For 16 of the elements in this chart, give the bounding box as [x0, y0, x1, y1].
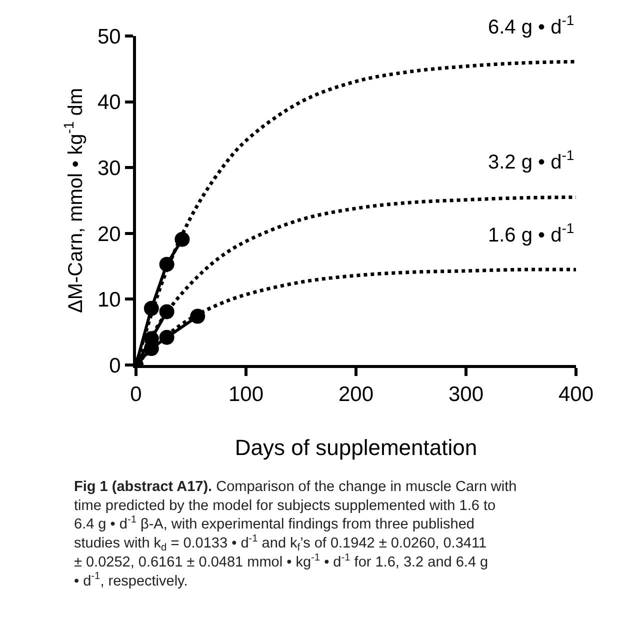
y-tick-label: 0	[109, 354, 121, 378]
y-tick-label: 30	[97, 156, 121, 180]
y-tick-label: 50	[97, 25, 121, 48]
caption: Fig 1 (abstract A17).	[74, 479, 212, 495]
x-axis-title: Days of supplementation	[234, 435, 478, 460]
x-tick-label: 100	[228, 383, 264, 406]
y-tick-label: 10	[97, 288, 121, 312]
annotation: 6.4 g • d$^{-1}$	[488, 12, 574, 38]
annotation: 3.2 g • d$^{-1}$	[488, 147, 574, 174]
x-tick-label: 300	[448, 383, 484, 406]
x-tick-label: 0	[130, 383, 142, 406]
y-tick-label: 40	[97, 91, 121, 114]
x-tick-label: 400	[558, 383, 594, 406]
x-tick-label: 200	[338, 383, 374, 406]
annotation: 1.6 g • d$^{-1}$	[488, 220, 574, 246]
y-tick-label: 20	[97, 222, 121, 246]
